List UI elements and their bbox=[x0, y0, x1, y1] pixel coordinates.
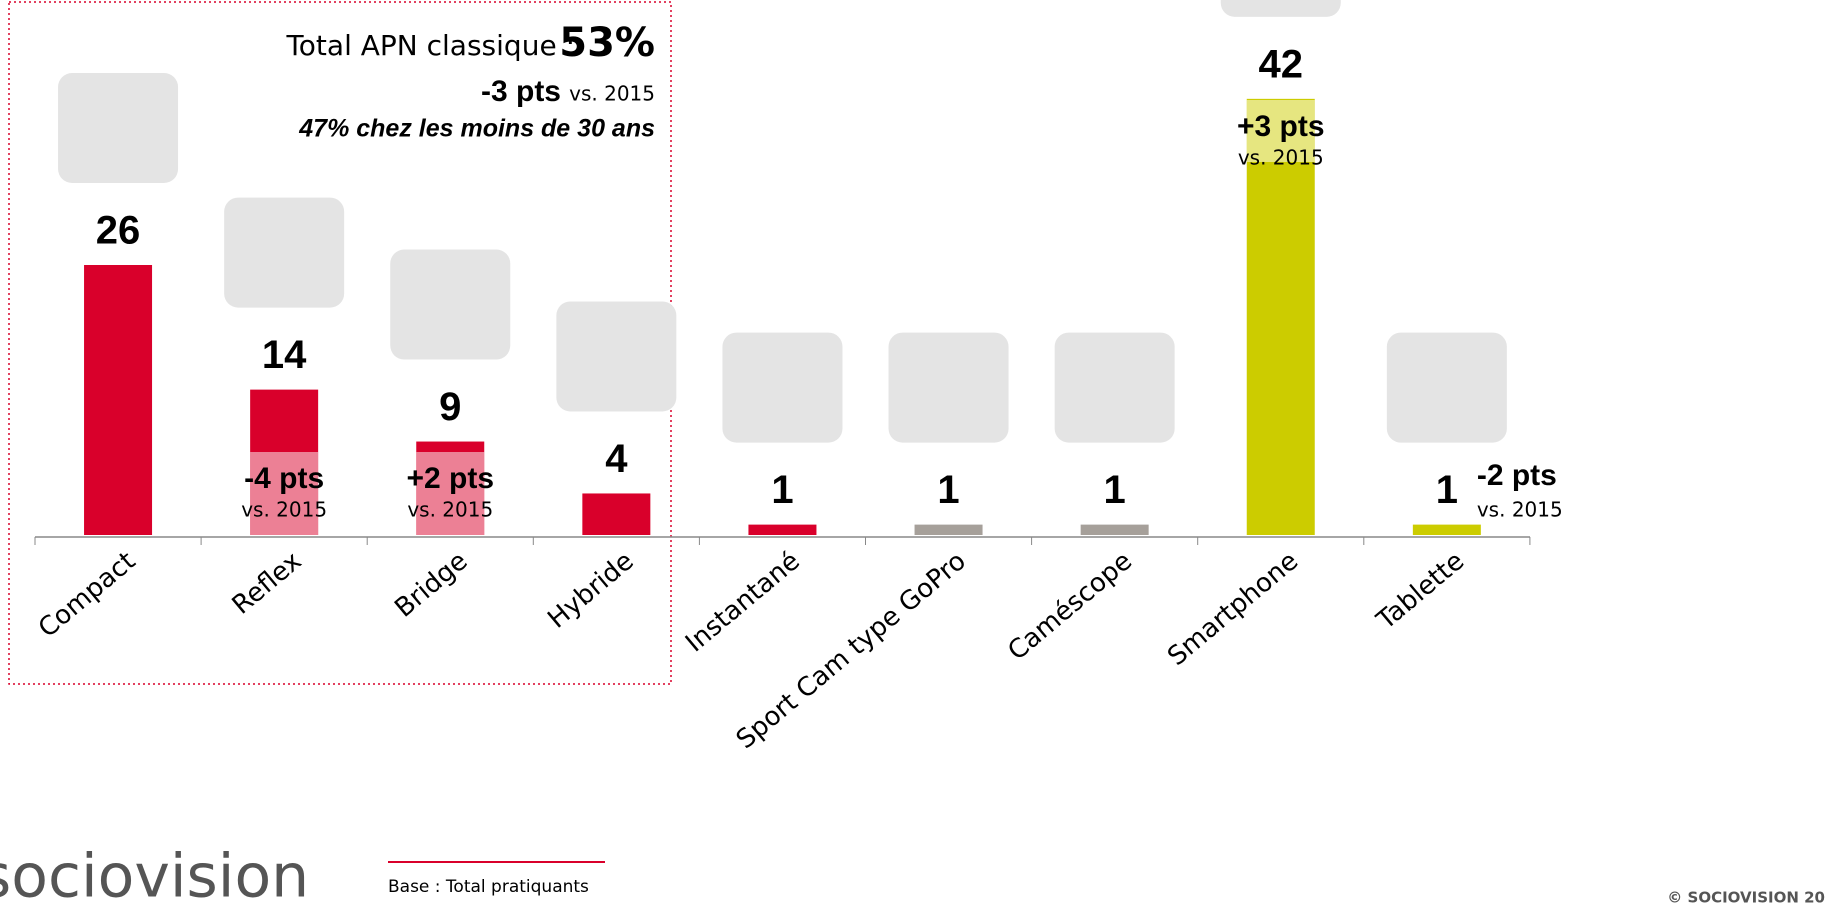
value-label: 14 bbox=[262, 333, 307, 377]
value-label: 1 bbox=[1436, 468, 1458, 512]
logo: sociovision bbox=[0, 842, 309, 912]
bar bbox=[1412, 524, 1481, 535]
x-tick-label: Hybride bbox=[542, 546, 639, 634]
x-tick-label: Tablette bbox=[1371, 546, 1470, 636]
bar bbox=[1246, 98, 1315, 535]
bar bbox=[582, 493, 651, 535]
delta-note: vs. 2015 bbox=[1477, 498, 1563, 522]
copyright: © SOCIOVISION 20 bbox=[1667, 889, 1825, 907]
value-label: 1 bbox=[1104, 468, 1126, 512]
apn-box bbox=[8, 1, 672, 685]
bar bbox=[914, 524, 983, 535]
x-tick-label: Smartphone bbox=[1162, 546, 1304, 672]
x-tick-label: Caméscope bbox=[1002, 546, 1137, 666]
product-image bbox=[224, 197, 345, 308]
bar bbox=[1080, 524, 1149, 535]
product-image bbox=[722, 332, 843, 443]
product-image bbox=[1386, 332, 1507, 443]
delta-label: -4 pts bbox=[244, 462, 324, 495]
delta-label: +2 pts bbox=[406, 462, 494, 495]
value-label: 26 bbox=[96, 209, 141, 253]
bar bbox=[84, 265, 153, 535]
box-change-note: vs. 2015 bbox=[569, 82, 655, 106]
box-total-value: 53% bbox=[559, 20, 655, 66]
delta-note: vs. 2015 bbox=[407, 498, 493, 522]
delta-note: vs. 2015 bbox=[1238, 146, 1324, 170]
bar bbox=[748, 524, 817, 535]
value-label: 4 bbox=[605, 437, 628, 481]
value-label: 9 bbox=[439, 385, 461, 429]
delta-label: +3 pts bbox=[1237, 110, 1325, 143]
box-total-label: Total APN classique : bbox=[285, 29, 575, 62]
x-tick-label: Compact bbox=[33, 546, 141, 644]
product-image bbox=[556, 301, 677, 412]
delta-note: vs. 2015 bbox=[241, 498, 327, 522]
delta-label: -2 pts bbox=[1477, 459, 1557, 492]
product-image bbox=[58, 73, 179, 183]
footer-base: Base : Total pratiquants bbox=[388, 877, 589, 897]
product-image bbox=[1220, 0, 1341, 17]
product-image bbox=[888, 332, 1009, 443]
delta-highlight bbox=[1246, 100, 1315, 162]
x-tick-label: Bridge bbox=[389, 546, 473, 623]
x-tick-label: Instantané bbox=[680, 546, 806, 658]
box-change: -3 pts bbox=[481, 75, 561, 108]
product-image bbox=[1054, 332, 1175, 443]
product-image bbox=[390, 249, 511, 360]
box-young: 47% chez les moins de 30 ans bbox=[298, 115, 655, 143]
x-tick-label: Reflex bbox=[227, 546, 308, 621]
value-label: 1 bbox=[937, 468, 959, 512]
delta-highlight bbox=[250, 452, 319, 535]
value-label: 1 bbox=[771, 468, 793, 512]
value-label: 42 bbox=[1259, 42, 1304, 86]
delta-highlight bbox=[416, 452, 485, 535]
